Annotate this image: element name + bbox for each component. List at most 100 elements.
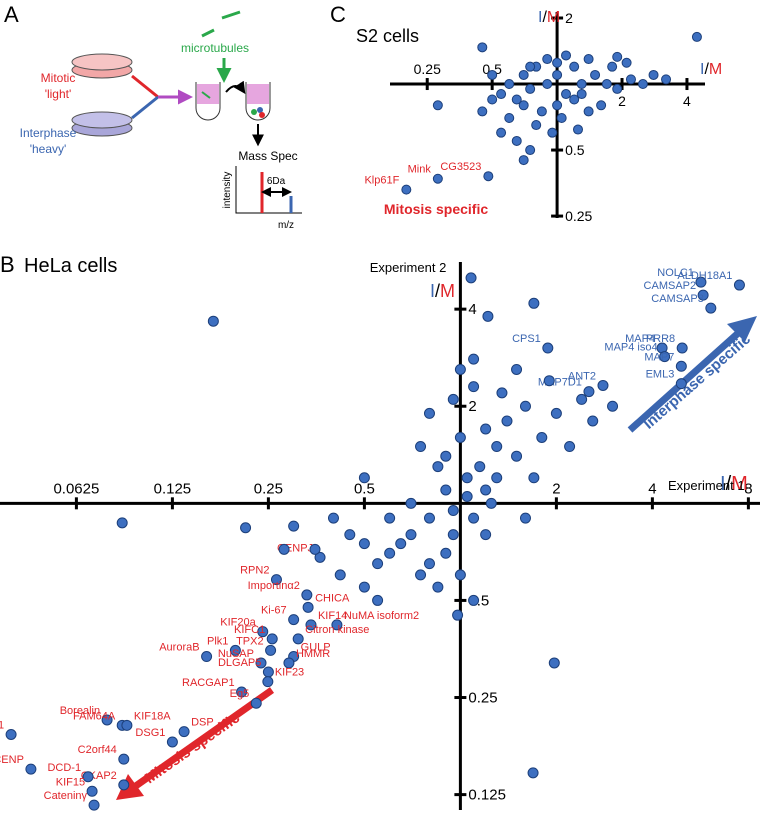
point [480, 484, 492, 496]
point [569, 61, 580, 72]
ms-axes [235, 166, 302, 214]
y-axis-title: Experiment 2 [370, 260, 447, 275]
point [501, 415, 513, 427]
point [491, 441, 503, 453]
point-label: ALDH18A1 [677, 270, 732, 282]
point [483, 171, 494, 182]
point [527, 767, 539, 779]
label: microtubules [181, 41, 249, 55]
y-tick-label: 0.25 [565, 208, 592, 224]
axis-label-part: I [700, 61, 704, 78]
point [86, 785, 98, 797]
point [691, 31, 702, 42]
dish [71, 53, 133, 71]
axis-label: I/M [430, 281, 455, 301]
point-label: Cateninγ [44, 790, 88, 802]
point-label: CAMSAP2 [644, 280, 697, 292]
point [583, 54, 594, 65]
x-tick-label: 0.5 [354, 480, 375, 497]
point [302, 601, 314, 613]
point [518, 69, 529, 80]
point-label: Borealin [60, 705, 100, 717]
point [536, 431, 548, 443]
point [547, 127, 558, 138]
annotation: Mitosis specific [384, 201, 488, 217]
point [596, 100, 607, 111]
point [283, 657, 295, 669]
point [590, 69, 601, 80]
point [528, 297, 540, 309]
axis-label-part: M [547, 9, 560, 26]
point [384, 512, 396, 524]
point-label: DCD-1 [47, 762, 81, 774]
point [236, 686, 248, 698]
point [288, 520, 300, 532]
x-tick-label: 0.25 [414, 61, 441, 77]
point [576, 79, 587, 90]
point [432, 173, 443, 184]
point [166, 736, 178, 748]
dish [71, 111, 133, 129]
point [543, 375, 555, 387]
point [423, 512, 435, 524]
point [607, 400, 619, 412]
chart-title: HeLa cells [24, 255, 117, 277]
label: m/z [278, 220, 294, 231]
y-tick-label: 2 [565, 10, 573, 26]
point-label: NOLC1 [657, 267, 694, 279]
pellet [251, 109, 257, 115]
point [257, 626, 269, 638]
point [454, 569, 466, 581]
point [255, 657, 267, 669]
point [423, 558, 435, 570]
point [372, 594, 384, 606]
x-tick-label: 0.0625 [53, 480, 99, 497]
axis-label-part: / [542, 9, 547, 26]
arrow-head [727, 316, 757, 342]
label: 'heavy' [30, 142, 67, 156]
point [461, 490, 473, 502]
point [504, 79, 515, 90]
point [405, 497, 417, 509]
point [625, 74, 636, 85]
axis-label-part: / [704, 61, 709, 78]
point [327, 512, 339, 524]
point-label: CAMSAP3 [651, 293, 704, 305]
point [576, 393, 588, 405]
point [447, 529, 459, 541]
point-label: MAP4 iso4 [604, 342, 657, 354]
point [454, 431, 466, 443]
point-label: ANT2 [568, 370, 596, 382]
axis-label: I/M [720, 473, 748, 495]
point [229, 644, 241, 656]
point [675, 378, 687, 390]
panel-label: B [0, 252, 15, 277]
point [587, 415, 599, 427]
point [485, 497, 497, 509]
point [358, 538, 370, 550]
point [504, 112, 515, 123]
point [659, 351, 671, 363]
x-axis-title: Experiment 1 [668, 478, 745, 493]
point [250, 697, 262, 709]
point [572, 124, 583, 135]
point [637, 79, 648, 90]
arrow-head [116, 774, 144, 800]
axis-label-part: / [435, 281, 440, 301]
point [266, 633, 278, 645]
point [477, 42, 488, 53]
point [675, 360, 687, 372]
point [519, 400, 531, 412]
point [201, 651, 213, 663]
axis-label-part: M [731, 473, 748, 495]
panel-label: C [330, 2, 346, 27]
point-label: KIF23 [275, 667, 304, 679]
point [447, 393, 459, 405]
point [468, 381, 480, 393]
point [305, 619, 317, 631]
point [496, 127, 507, 138]
point-label: RACGAP1 [182, 677, 235, 689]
point [733, 279, 745, 291]
point [5, 728, 17, 740]
point [511, 363, 523, 375]
